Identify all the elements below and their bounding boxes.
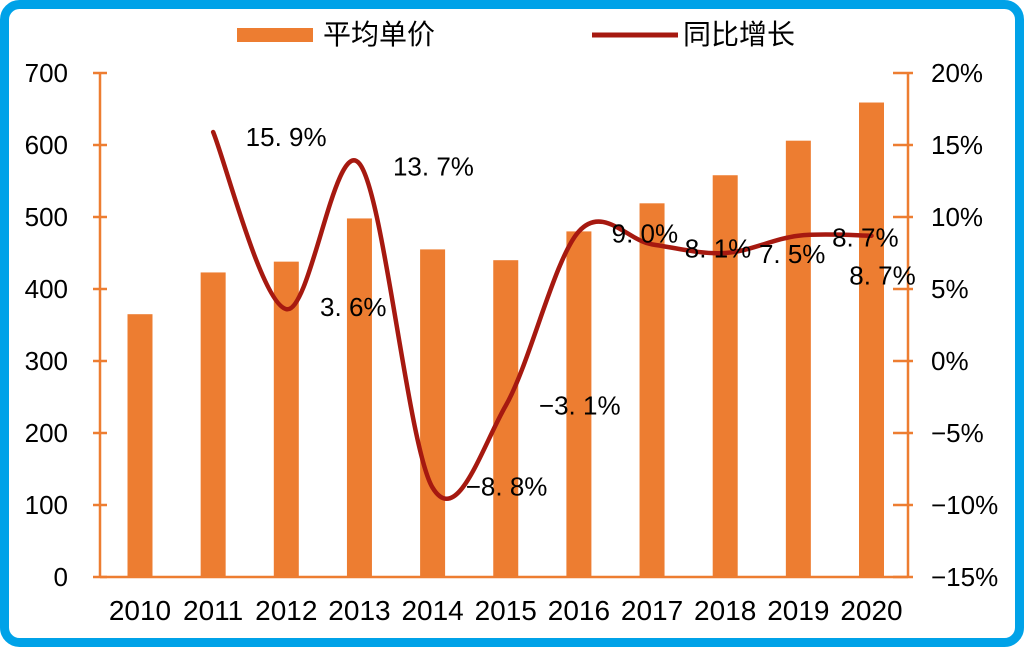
year-label: 2010 (109, 595, 171, 626)
growth-label-2016: 9. 0% (612, 218, 679, 248)
bar-2019 (785, 140, 811, 577)
year-label: 2020 (840, 595, 902, 626)
growth-line (210, 129, 874, 501)
bar-2011 (200, 272, 226, 577)
right-tick-label: −15% (931, 562, 998, 592)
legend-bar-swatch (237, 28, 313, 42)
legend-bar-label: 平均单价 (323, 19, 435, 50)
year-label: 2013 (328, 595, 390, 626)
bar-series (127, 102, 884, 578)
legend-line-label: 同比增长 (683, 19, 795, 50)
year-label: 2017 (621, 595, 683, 626)
x-axis-labels: 2010 2011 2012 2013 2014 2015 2016 2017 2018 2019… (109, 595, 903, 626)
bar-2016 (566, 231, 592, 577)
right-axis-ticks: −15% −10% −5% 0% 5% 10% 15% 20% (893, 58, 998, 592)
year-label: 2015 (475, 595, 537, 626)
axes: 0 100 200 300 400 500 600 700 −15% −10% −5% 0% 5% 10… (25, 58, 999, 626)
year-label: 2012 (255, 595, 317, 626)
left-tick-label: 400 (25, 274, 68, 304)
growth-point-labels: 15. 9% 3. 6% 13. 7% −8. 8% −3. 1% 9. 0% 8. 1% 7… (246, 122, 916, 502)
bar-2010 (127, 314, 153, 577)
left-tick-label: 700 (25, 58, 68, 88)
growth-label-2012: 3. 6% (320, 292, 387, 322)
growth-label-2020: 8. 7% (849, 261, 916, 291)
bar-2012 (273, 261, 299, 577)
growth-label-2011: 15. 9% (246, 122, 327, 152)
left-tick-label: 500 (25, 202, 68, 232)
year-label: 2018 (694, 595, 756, 626)
left-tick-label: 100 (25, 490, 68, 520)
bar-2013 (346, 218, 372, 577)
legend: 平均单价 同比增长 (237, 19, 795, 50)
year-label: 2016 (548, 595, 610, 626)
right-tick-label: 5% (931, 274, 969, 304)
growth-label-2017: 8. 1% (685, 233, 752, 263)
growth-label-2014: −8. 8% (466, 472, 548, 502)
bar-2017 (639, 203, 665, 577)
right-tick-label: 0% (931, 346, 969, 376)
right-tick-label: 20% (931, 58, 983, 88)
left-axis-ticks: 0 100 200 300 400 500 600 700 (25, 58, 107, 592)
right-tick-label: 10% (931, 202, 983, 232)
bar-2018 (712, 175, 738, 578)
right-tick-label: −5% (931, 418, 984, 448)
growth-label-2015: −3. 1% (539, 391, 621, 421)
right-tick-label: −10% (931, 490, 998, 520)
bar-2020 (859, 102, 884, 578)
year-label: 2019 (767, 595, 829, 626)
left-tick-label: 0 (54, 562, 68, 592)
right-tick-label: 15% (931, 130, 983, 160)
bar-2014 (420, 249, 446, 577)
growth-label-2013: 13. 7% (393, 152, 474, 182)
left-tick-label: 200 (25, 418, 68, 448)
year-label: 2014 (401, 595, 463, 626)
growth-label-2019: 8. 7% (832, 223, 899, 253)
year-label: 2011 (183, 595, 243, 626)
left-tick-label: 600 (25, 130, 68, 160)
growth-label-2018: 7. 5% (759, 239, 826, 269)
left-tick-label: 300 (25, 346, 68, 376)
